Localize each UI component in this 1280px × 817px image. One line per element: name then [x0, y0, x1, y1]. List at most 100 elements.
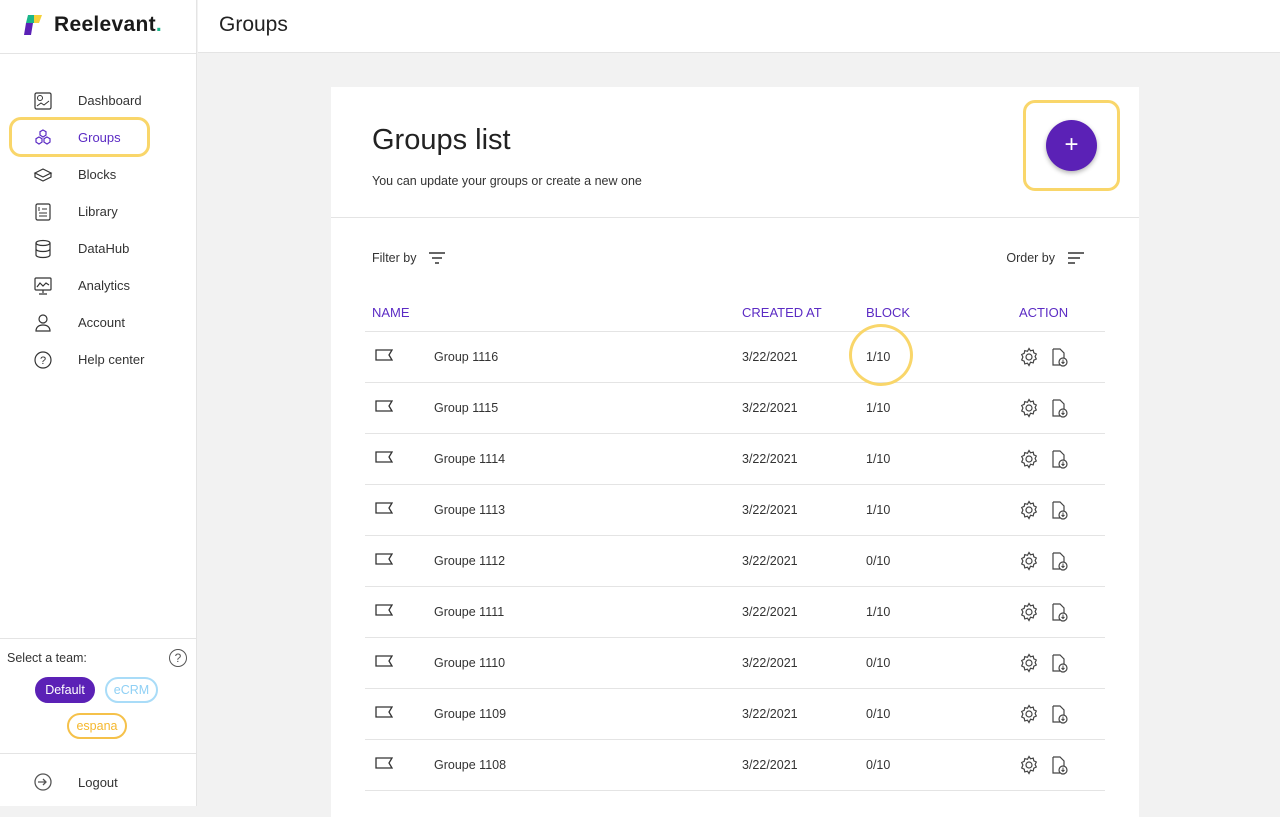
group-name[interactable]: Groupe 1108 [434, 739, 742, 791]
created-at: 3/22/2021 [742, 535, 866, 587]
filter-button[interactable]: Filter by [372, 251, 446, 265]
team-default[interactable]: Default [35, 677, 95, 703]
group-name[interactable]: Group 1115 [434, 382, 742, 434]
group-icon [375, 400, 394, 412]
sidebar-item-datahub[interactable]: DataHub [0, 230, 197, 267]
group-icon [375, 706, 394, 718]
team-help-icon[interactable]: ? [169, 649, 187, 667]
card-title: Groups list [372, 124, 511, 156]
table-row[interactable]: Group 1115 3/22/2021 1/10 [365, 382, 1105, 434]
export-file-icon[interactable] [1049, 755, 1069, 775]
block-count: 1/10 [866, 484, 1019, 536]
table-row[interactable]: Groupe 1110 3/22/2021 0/10 [365, 637, 1105, 689]
order-label: Order by [1006, 251, 1055, 265]
sidebar-item-groups[interactable]: Groups [0, 119, 197, 156]
col-action: ACTION [1019, 295, 1105, 332]
settings-icon[interactable] [1019, 499, 1039, 520]
settings-icon[interactable] [1019, 397, 1039, 418]
reelevant-logo-icon [24, 15, 42, 35]
sidebar-item-label: Dashboard [78, 93, 142, 108]
settings-icon[interactable] [1019, 703, 1039, 724]
created-at: 3/22/2021 [742, 586, 866, 638]
team-label: Select a team: [7, 651, 87, 665]
group-name[interactable]: Group 1116 [434, 331, 742, 383]
export-file-icon[interactable] [1049, 347, 1069, 367]
card-subtitle: You can update your groups or create a n… [372, 174, 642, 188]
export-file-icon[interactable] [1049, 449, 1069, 469]
logout-button[interactable]: Logout [33, 772, 118, 792]
table-row[interactable]: Group 1116 3/22/2021 1/10 [365, 331, 1105, 383]
col-name[interactable]: NAME [365, 295, 742, 332]
groups-card: Groups list You can update your groups o… [331, 87, 1139, 817]
created-at: 3/22/2021 [742, 688, 866, 740]
block-count: 0/10 [866, 637, 1019, 689]
groups-icon [35, 128, 51, 145]
table-row[interactable]: Groupe 1111 3/22/2021 1/10 [365, 586, 1105, 638]
filter-icon [429, 252, 446, 264]
export-file-icon[interactable] [1049, 398, 1069, 418]
group-icon [375, 757, 394, 769]
sidebar-item-analytics[interactable]: Analytics [0, 267, 197, 304]
group-name[interactable]: Groupe 1109 [434, 688, 742, 740]
group-icon [375, 553, 394, 565]
logo[interactable]: Reelevant. [24, 13, 162, 37]
table-row[interactable]: Groupe 1113 3/22/2021 1/10 [365, 484, 1105, 536]
settings-icon[interactable] [1019, 601, 1039, 622]
settings-icon[interactable] [1019, 754, 1039, 775]
export-file-icon[interactable] [1049, 500, 1069, 520]
block-count: 1/10 [866, 433, 1019, 485]
col-block[interactable]: BLOCK [866, 295, 1019, 332]
page-title: Groups [219, 13, 288, 36]
block-count: 0/10 [866, 535, 1019, 587]
block-count: 0/10 [866, 739, 1019, 791]
team-ecrm[interactable]: eCRM [105, 677, 158, 703]
svg-text:?: ? [40, 355, 46, 367]
block-count: 1/10 [866, 382, 1019, 434]
sidebar: Reelevant. Dashboard Groups Blocks Library D… [0, 0, 197, 806]
export-file-icon[interactable] [1049, 653, 1069, 673]
settings-icon[interactable] [1019, 448, 1039, 469]
block-count: 1/10 [866, 586, 1019, 638]
col-created[interactable]: CREATED AT [742, 295, 866, 332]
settings-icon[interactable] [1019, 652, 1039, 673]
analytics-icon [34, 276, 52, 295]
table-row[interactable]: Groupe 1108 3/22/2021 0/10 [365, 739, 1105, 791]
created-at: 3/22/2021 [742, 433, 866, 485]
created-at: 3/22/2021 [742, 484, 866, 536]
logout-label: Logout [78, 774, 118, 790]
team-espana[interactable]: espana [67, 713, 127, 739]
library-icon [35, 202, 51, 221]
logout-icon [34, 773, 52, 791]
export-file-icon[interactable] [1049, 704, 1069, 724]
group-name[interactable]: Groupe 1111 [434, 586, 742, 638]
group-name[interactable]: Groupe 1113 [434, 484, 742, 536]
sidebar-item-account[interactable]: Account [0, 304, 197, 341]
table-row[interactable]: Groupe 1114 3/22/2021 1/10 [365, 433, 1105, 485]
export-file-icon[interactable] [1049, 551, 1069, 571]
table-row[interactable]: Groupe 1112 3/22/2021 0/10 [365, 535, 1105, 587]
order-button[interactable]: Order by [1006, 251, 1085, 265]
group-name[interactable]: Groupe 1110 [434, 637, 742, 689]
sort-icon [1068, 252, 1084, 264]
settings-icon[interactable] [1019, 550, 1039, 571]
sidebar-item-label: Account [78, 315, 125, 330]
settings-icon[interactable] [1019, 346, 1039, 367]
group-name[interactable]: Groupe 1114 [434, 433, 742, 485]
sidebar-item-label: DataHub [78, 241, 130, 256]
sidebar-item-library[interactable]: Library [0, 193, 197, 230]
created-at: 3/22/2021 [742, 637, 866, 689]
group-icon [375, 349, 394, 361]
group-name[interactable]: Groupe 1112 [434, 535, 742, 587]
export-file-icon[interactable] [1049, 602, 1069, 622]
database-icon [35, 239, 51, 258]
created-at: 3/22/2021 [742, 739, 866, 791]
sidebar-item-help-center[interactable]: ? Help center [0, 341, 197, 378]
sidebar-item-label: Help center [78, 352, 145, 367]
sidebar-item-blocks[interactable]: Blocks [0, 156, 197, 193]
table-row[interactable]: Groupe 1109 3/22/2021 0/10 [365, 688, 1105, 740]
account-icon [35, 313, 51, 332]
add-group-button[interactable]: + [1046, 120, 1097, 171]
group-icon [375, 502, 394, 514]
sidebar-item-dashboard[interactable]: Dashboard [0, 82, 197, 119]
group-icon [375, 604, 394, 616]
